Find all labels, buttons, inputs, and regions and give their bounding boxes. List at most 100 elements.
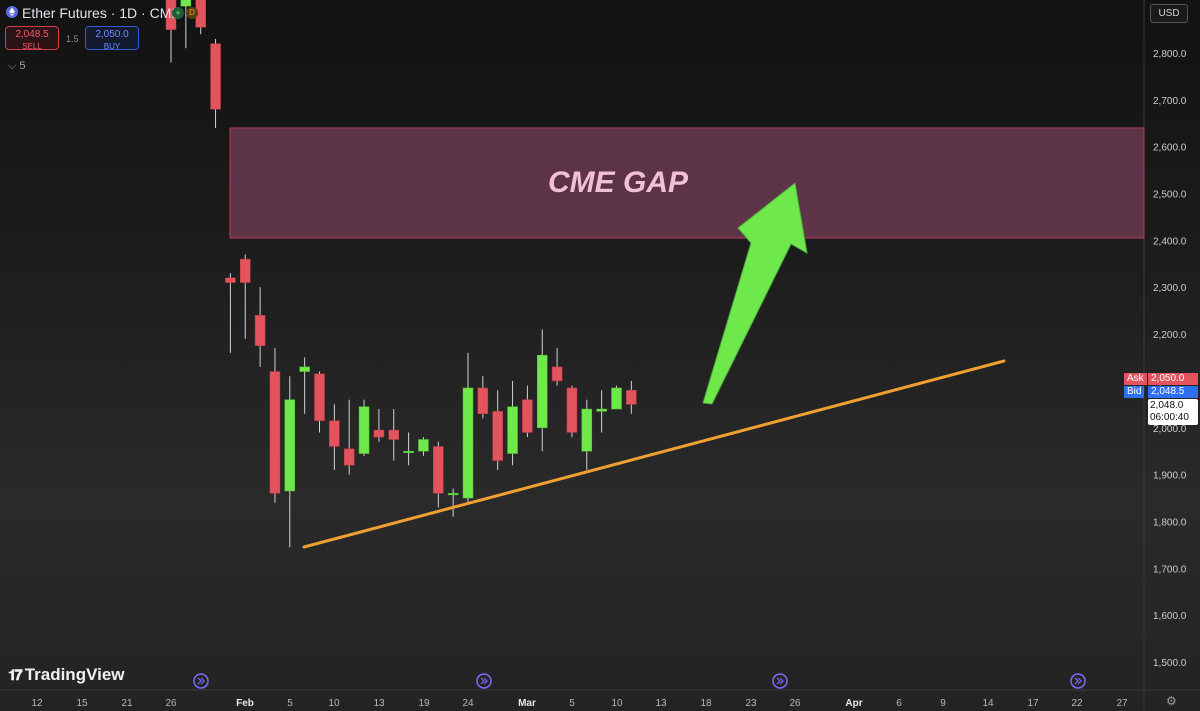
candle-up[interactable] [462,387,474,499]
candle-down[interactable] [343,448,355,466]
logo-text: TradingView [24,665,125,684]
candle-down[interactable] [195,0,206,28]
candle-up[interactable] [358,406,370,454]
x-tick-label: 10 [611,698,623,709]
candle-down[interactable] [373,429,385,438]
symbol-title[interactable]: Ether Futures · 1D · CME [22,5,181,21]
y-tick-label: 2,400.0 [1153,236,1187,247]
candle-down[interactable] [210,43,221,110]
y-tick-label: 1,900.0 [1153,471,1187,482]
candle-down[interactable] [329,420,340,447]
cme-gap-zone[interactable] [229,127,1145,239]
candle-down[interactable] [477,387,489,414]
candle-up[interactable] [596,408,607,412]
currency-button[interactable]: USD [1150,4,1188,23]
x-tick-label: 17 [1027,698,1039,709]
bullish-arrow[interactable] [702,182,808,405]
gear-icon[interactable]: ⚙ [1166,694,1177,708]
y-tick-label: 2,000.0 [1153,424,1187,435]
jump-to-icon[interactable] [772,673,788,689]
candle-up[interactable] [284,399,296,492]
candle-down[interactable] [492,411,503,461]
y-tick-label: 2,700.0 [1153,96,1187,107]
ask-price: 2,050.0 [1148,373,1198,385]
chevrons-icon [1074,677,1082,685]
cme-gap-label: CME GAP [548,166,689,199]
candle-down[interactable] [522,399,533,433]
candle-up[interactable] [418,439,429,452]
x-tick-label: 10 [328,698,340,709]
x-tick-label: 14 [982,698,994,709]
bid-price: 2,048.5 [1148,386,1198,398]
candle-up[interactable] [403,450,414,453]
sell-button[interactable]: 2,048.5 SELL [5,26,59,51]
last-price: 2,048.0 [1150,400,1184,411]
tradingview-logo[interactable]: 𝟏𝟕 TradingView [8,665,125,685]
y-tick-label: 1,600.0 [1153,611,1187,622]
x-tick-label: 26 [789,698,801,709]
x-tick-label: 23 [745,698,757,709]
x-tick-label: 13 [655,698,667,709]
x-tick-label: 27 [1116,698,1128,709]
y-tick-label: 2,800.0 [1153,49,1187,60]
candle-down[interactable] [165,0,177,30]
x-tick-label: 12 [31,698,43,709]
ethereum-icon [6,6,18,18]
x-tick-label: Mar [518,698,536,709]
candle-up[interactable] [180,0,192,7]
x-tick-label: 24 [462,698,474,709]
chevrons-icon [480,677,488,685]
x-tick-label: 5 [287,698,293,709]
candle-down[interactable] [626,390,637,405]
indicators-toggle[interactable]: ⌵ 5 [8,60,26,73]
y-tick-label: 2,200.0 [1153,330,1187,341]
tradingview-logo-icon: 𝟏𝟕 [8,666,23,684]
x-tick-label: 6 [896,698,902,709]
last-price-box: 2,048.0 06:00:40 [1148,399,1198,425]
candle-down[interactable] [314,373,325,421]
candle-down[interactable] [566,387,578,433]
x-tick-label: 21 [121,698,133,709]
candle-down[interactable] [240,258,251,283]
buy-price: 2,050.0 [95,29,129,40]
x-tick-label: 19 [418,698,430,709]
x-tick-label: 18 [700,698,712,709]
candle-up[interactable] [299,366,310,372]
y-tick-label: 2,300.0 [1153,283,1187,294]
y-tick-label: 1,500.0 [1153,658,1187,669]
candle-down[interactable] [254,315,266,347]
market-open-icon: ● [172,7,184,19]
candle-down[interactable] [433,446,444,494]
candle-down[interactable] [225,277,236,283]
candle-down[interactable] [388,429,399,440]
buy-button[interactable]: 2,050.0 BUY [85,26,139,51]
x-tick-label: Feb [236,698,254,709]
x-tick-label: 15 [76,698,88,709]
candle-up[interactable] [581,408,593,452]
chevrons-icon [197,677,205,685]
candle-down[interactable] [551,366,563,382]
bar-countdown: 06:00:40 [1150,412,1189,423]
x-tick-label: 26 [165,698,177,709]
jump-to-icon[interactable] [476,673,492,689]
candle-up[interactable] [447,493,459,496]
chevrons-icon [776,677,784,685]
candle-up[interactable] [507,406,518,454]
x-tick-label: Apr [845,698,862,709]
x-tick-label: 5 [569,698,575,709]
jump-to-icon[interactable] [1070,673,1086,689]
delayed-data-icon: D [186,7,198,19]
ask-label: Ask [1124,373,1147,385]
y-tick-label: 1,800.0 [1153,517,1187,528]
candle-down[interactable] [269,371,281,494]
candle-up[interactable] [611,387,622,410]
x-tick-label: 13 [373,698,385,709]
buy-label: BUY [103,42,121,51]
candle-up[interactable] [537,354,548,429]
chevron-down-icon: ⌵ [8,60,17,72]
sell-label: SELL [22,42,42,51]
jump-to-icon[interactable] [193,673,209,689]
support-trendline[interactable] [302,359,1006,549]
y-tick-label: 1,700.0 [1153,564,1187,575]
